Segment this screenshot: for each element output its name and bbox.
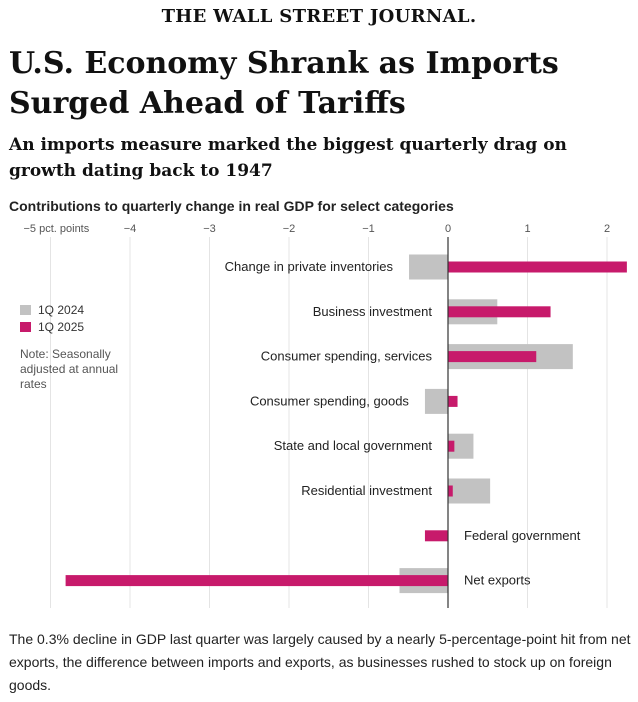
category-label: Residential investment	[301, 483, 432, 498]
legend-label-2025: 1Q 2025	[38, 319, 85, 334]
x-tick-label: −2	[283, 223, 296, 235]
category-label: Net exports	[464, 573, 531, 588]
bar-chart: −5 pct. points −4 −3 −2 −1 0 1 2 Change in priva…	[24, 223, 627, 608]
bar-1q2025	[448, 485, 453, 497]
category-label: Business investment	[313, 304, 433, 319]
category-label: Change in private inventories	[225, 259, 394, 274]
x-tick-label: −5 pct. points	[24, 223, 90, 235]
caption: The 0.3% decline in GDP last quarter was…	[9, 631, 631, 693]
bar-1q2025	[424, 530, 448, 542]
legend: 1Q 2024 1Q 2025	[20, 301, 84, 335]
category-label: Federal government	[464, 528, 581, 543]
bar-1q2024	[424, 388, 448, 414]
bar-1q2025	[448, 351, 537, 363]
category-label: State and local government	[274, 438, 433, 453]
category-label: Consumer spending, goods	[250, 393, 409, 408]
legend-item-2024: 1Q 2024	[20, 301, 84, 318]
dek: An imports measure marked the biggest qu…	[9, 135, 567, 181]
masthead: THE WALL STREET JOURNAL.	[161, 6, 477, 27]
x-tick-label: −3	[203, 223, 216, 235]
category-label: Consumer spending, services	[261, 349, 433, 364]
bar-1q2024	[448, 478, 491, 504]
bar-1q2025	[448, 395, 458, 407]
bar-1q2025	[65, 575, 448, 587]
bar-1q2025	[448, 261, 627, 273]
legend-item-2025: 1Q 2025	[20, 318, 84, 335]
bar-1q2025	[448, 440, 455, 452]
x-tick-label: −1	[362, 223, 375, 235]
legend-label-2024: 1Q 2024	[38, 302, 85, 317]
x-tick-label: −4	[124, 223, 137, 235]
legend-swatch-2024	[20, 304, 31, 315]
legend-swatch-2025	[20, 321, 31, 332]
bar-1q2024	[409, 254, 448, 280]
x-tick-label: 1	[524, 223, 530, 235]
headline: U.S. Economy Shrank as Imports Surged Ah…	[9, 46, 559, 121]
x-tick-label: 2	[604, 223, 610, 235]
x-tick-label: 0	[445, 223, 451, 235]
bar-1q2025	[448, 306, 551, 318]
chart-note: Note: Seasonally adjusted at annual rate…	[20, 347, 119, 391]
chart-title: Contributions to quarterly change in rea…	[9, 198, 454, 214]
